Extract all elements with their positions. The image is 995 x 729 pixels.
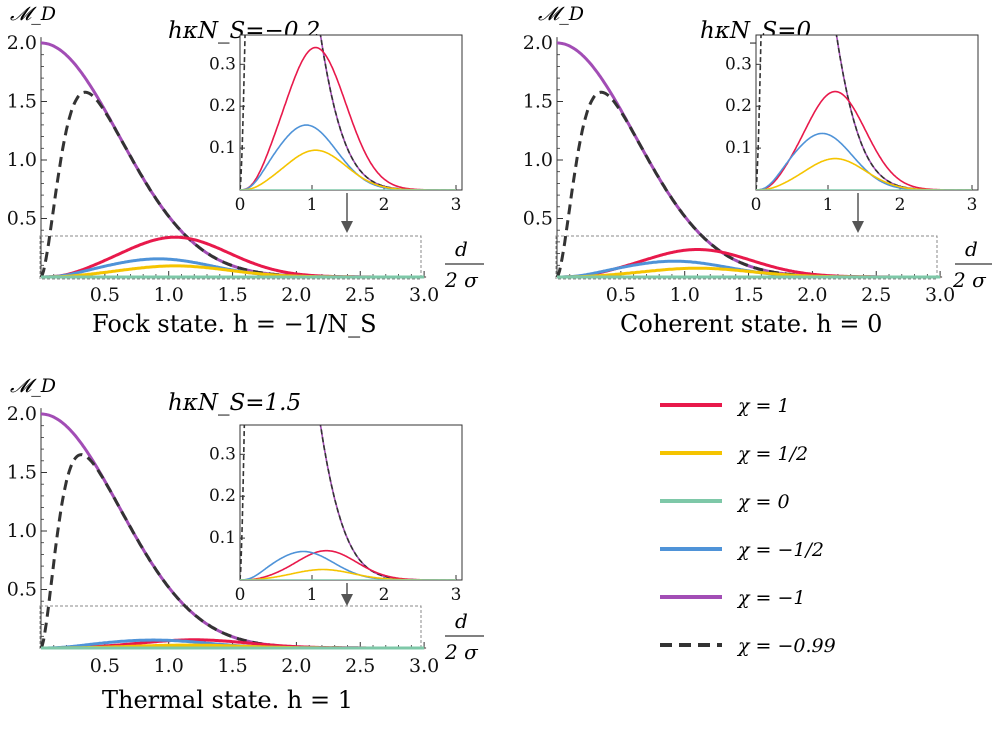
zoom-region-box: [39, 605, 422, 650]
zoom-region-box: [555, 235, 938, 280]
inset-x-tick-label: 3: [451, 585, 462, 605]
param-label: hκN_S=1.5: [168, 390, 301, 416]
inset-x-tick-label: 0: [751, 195, 762, 215]
inset-plot: 0 1 2 3 0.1 0.2 0.3: [209, 424, 463, 605]
inset-series-line: [240, 550, 456, 580]
x-tick-label: 1.5: [217, 655, 247, 677]
x-tick-label: 3.0: [925, 284, 955, 306]
panel-fock: hκN_S=−0.2 𝓜_D d 2 σ Fock state. h = −1/…: [7, 3, 484, 338]
y-tick-label: 1.0: [7, 520, 37, 542]
panel-coherent: hκN_S=0 𝓜_D d 2 σ Coherent state. h = 0 …: [523, 3, 992, 338]
inset-x-tick-label: 3: [451, 195, 462, 215]
x-tick-label: 2.0: [281, 284, 311, 306]
x-tick-label: 0.5: [90, 284, 120, 306]
x-tick-label: 2.5: [345, 284, 375, 306]
inset-plot: 0 1 2 3 0.1 0.2 0.3: [725, 34, 979, 215]
y-tick-label: 1.0: [523, 149, 553, 171]
x-tick-label: 3.0: [409, 655, 439, 677]
x-tick-label: 0.5: [606, 284, 636, 306]
panel-thermal: hκN_S=1.5 𝓜_D d 2 σ Thermal state. h = 1…: [7, 375, 484, 714]
y-tick-label: 0.5: [7, 579, 37, 601]
x-tick-label: 2.0: [281, 655, 311, 677]
inset-y-tick-label: 0.1: [209, 528, 236, 548]
y-tick-label: 0.5: [7, 208, 37, 230]
x-tick-label: 1.5: [217, 284, 247, 306]
inset-y-tick-label: 0.3: [725, 54, 752, 74]
x-axis-label-den: 2 σ: [444, 640, 479, 664]
inset-y-tick-label: 0.3: [209, 54, 236, 74]
inset-y-tick-label: 0.1: [725, 138, 752, 158]
y-tick-label: 2.0: [523, 32, 553, 54]
x-axis-label-den: 2 σ: [444, 268, 479, 292]
x-tick-label: 3.0: [409, 284, 439, 306]
inset-y-tick-label: 0.2: [725, 96, 752, 116]
zoom-region-box: [39, 235, 422, 280]
legend-label: χ = 1/2: [736, 443, 808, 465]
y-axis-label: 𝓜_D: [538, 3, 584, 25]
y-tick-label: 2.0: [7, 403, 37, 425]
x-tick-label: 1.5: [733, 284, 763, 306]
inset-x-tick-label: 0: [235, 585, 246, 605]
inset-x-tick-label: 1: [307, 585, 318, 605]
legend-label: χ = 1: [736, 395, 790, 417]
inset-y-tick-label: 0.1: [209, 138, 236, 158]
inset-x-tick-label: 1: [307, 195, 318, 215]
legend-label: χ = −0.99: [736, 635, 836, 657]
inset-x-tick-label: 2: [379, 585, 390, 605]
inset-frame: [239, 34, 463, 191]
x-tick-label: 1.0: [154, 284, 184, 306]
x-axis-label-num: d: [455, 237, 468, 261]
y-tick-label: 1.5: [7, 91, 37, 113]
inset-plot: 0 1 2 3 0.1 0.2 0.3: [209, 34, 463, 215]
inset-y-tick-label: 0.2: [209, 486, 236, 506]
inset-x-tick-label: 2: [379, 195, 390, 215]
inset-x-tick-label: 1: [823, 195, 834, 215]
legend-label: χ = 0: [736, 491, 790, 513]
y-axis-label: 𝓜_D: [10, 3, 56, 25]
x-tick-label: 1.0: [154, 655, 184, 677]
inset-x-tick-label: 0: [235, 195, 246, 215]
x-tick-label: 2.5: [861, 284, 891, 306]
x-axis-label-den: 2 σ: [952, 268, 987, 292]
x-tick-label: 2.5: [345, 655, 375, 677]
x-tick-label: 0.5: [90, 655, 120, 677]
x-tick-label: 2.0: [797, 284, 827, 306]
inset-y-tick-label: 0.3: [209, 444, 236, 464]
panel-caption: Fock state. h = −1/N_S: [92, 310, 377, 338]
x-tick-label: 1.0: [670, 284, 700, 306]
legend-label: χ = −1: [736, 587, 806, 609]
inset-x-tick-label: 3: [967, 195, 978, 215]
y-axis-label: 𝓜_D: [10, 375, 56, 397]
panel-caption: Coherent state. h = 0: [620, 310, 882, 338]
y-tick-label: 1.5: [7, 462, 37, 484]
legend: χ = 1 χ = 1/2 χ = 0 χ = −1/2 χ = −1 χ = −0.99: [660, 395, 836, 657]
y-tick-label: 1.0: [7, 149, 37, 171]
panel-caption: Thermal state. h = 1: [102, 686, 353, 714]
legend-label: χ = −1/2: [736, 539, 824, 561]
inset-y-tick-label: 0.2: [209, 96, 236, 116]
y-tick-label: 2.0: [7, 32, 37, 54]
inset-x-tick-label: 2: [895, 195, 906, 215]
inset-frame: [755, 34, 979, 191]
x-axis-label-num: d: [965, 237, 978, 261]
y-tick-label: 0.5: [523, 208, 553, 230]
x-axis-label-num: d: [455, 609, 468, 633]
inset-frame: [239, 424, 463, 581]
inset-series-line: [756, 132, 972, 190]
y-tick-label: 1.5: [523, 91, 553, 113]
